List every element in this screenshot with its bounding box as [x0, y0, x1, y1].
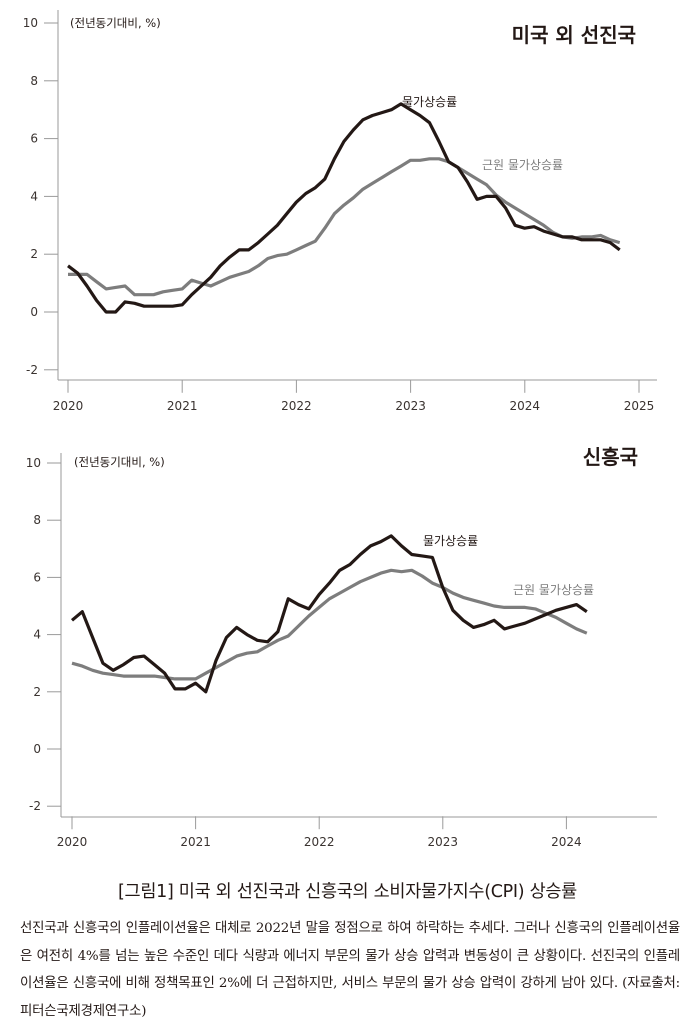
y-tick-label: 0	[30, 305, 38, 319]
y-tick-label: 4	[30, 189, 38, 203]
x-tick-label: 2021	[167, 399, 198, 413]
x-ticks: 2020 2021 2022 2023 2024 2025	[53, 379, 655, 413]
y-tick-label: 4	[33, 628, 41, 642]
y-tick-label: 10	[23, 16, 38, 30]
y-tick-label: -2	[29, 799, 41, 813]
series-label-headline: 물가상승률	[402, 95, 457, 109]
series-label-core: 근원 물가상승률	[513, 583, 594, 597]
x-tick-label: 2023	[395, 399, 426, 413]
y-tick-label: 0	[33, 742, 41, 756]
x-axis: 2020 2021 2022 2023 2024	[57, 816, 657, 849]
x-tick-label: 2022	[304, 835, 335, 849]
y-tick-label: 2	[33, 685, 41, 699]
unit-label: (전년동기대비, %)	[74, 455, 165, 469]
figure-caption: [그림1] 미국 외 선진국과 신흥국의 소비자물가지수(CPI) 상승률	[118, 882, 577, 902]
x-axis: 2020 2021 2022 2023 2024 2025	[53, 379, 657, 413]
y-tick-label: 6	[30, 132, 38, 146]
x-tick-label: 2023	[428, 835, 459, 849]
x-tick-label: 2024	[551, 835, 582, 849]
unit-label: (전년동기대비, %)	[70, 16, 161, 30]
body-paragraph: 선진국과 신흥국의 인플레이션율은 대체로 2022년 말을 정점으로 하여 하…	[20, 921, 680, 1019]
series-lines	[67, 102, 621, 314]
series-lines	[70, 534, 588, 694]
emerging-markets-cpi-chart: -2 0 2 4 6 8 10 2020 2021 2022 2023 2024 (전년동기대비, …	[26, 445, 657, 849]
x-ticks: 2020 2021 2022 2023 2024	[57, 816, 582, 849]
y-axis: -2 0 2 4 6 8 10	[26, 453, 62, 817]
x-tick-label: 2020	[57, 835, 88, 849]
series-label-core: 근원 물가상승률	[482, 158, 563, 172]
advanced-economies-cpi-chart: -2 0 2 4 6 8 10 2020 2021 2022 2023 2024 2025 (전년동기…	[23, 10, 657, 413]
x-tick-label: 2025	[624, 399, 655, 413]
series-line-headline-cpi	[70, 534, 588, 694]
y-tick-label: -2	[26, 363, 38, 377]
chart-title: 신흥국	[583, 445, 638, 469]
x-tick-label: 2020	[53, 399, 84, 413]
x-tick-label: 2024	[510, 399, 541, 413]
series-line-headline-cpi	[67, 102, 621, 314]
y-tick-label: 8	[33, 513, 41, 527]
y-axis: -2 0 2 4 6 8 10	[23, 10, 59, 380]
y-tick-label: 2	[30, 247, 38, 261]
chart-title: 미국 외 선진국	[512, 23, 636, 47]
y-ticks: -2 0 2 4 6 8 10	[23, 16, 58, 377]
x-tick-label: 2021	[180, 835, 211, 849]
series-label-headline: 물가상승률	[423, 534, 478, 548]
y-ticks: -2 0 2 4 6 8 10	[26, 456, 61, 813]
x-tick-label: 2022	[281, 399, 312, 413]
series-line-core-cpi	[71, 568, 588, 681]
y-tick-label: 6	[33, 570, 41, 584]
y-tick-label: 8	[30, 74, 38, 88]
y-tick-label: 10	[26, 456, 41, 470]
series-line-core-cpi	[68, 157, 621, 297]
